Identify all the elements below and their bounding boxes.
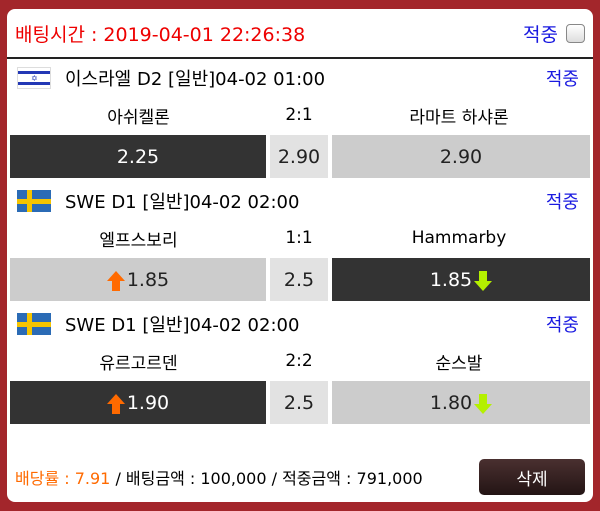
league-info: 이스라엘 D2 [일반]04-02 01:00: [65, 69, 326, 90]
match-status: 적중: [545, 192, 579, 213]
home-team: 유르고르덴: [99, 353, 178, 374]
odds-value: 2.5: [283, 268, 315, 291]
arrow-up-icon: [106, 270, 125, 291]
match-2: SWE D1 [일반]04-02 02:00 적중 엘프스보리 1:1 Hammarb…: [7, 184, 593, 301]
bet-slip-card: 배팅시간 : 2019-04-01 22:26:38 적중 ✡ 이스라엘 D2 […: [7, 9, 593, 502]
hit-label: 적중: [523, 23, 558, 46]
away-team: 라마트 하샤론: [409, 107, 509, 128]
odds-value: 1.80: [429, 391, 473, 414]
score: 2:2: [285, 351, 313, 371]
amounts: / 배팅금액 : 100,000 / 적중금액 : 791,000: [110, 469, 423, 488]
delete-button[interactable]: 삭제: [479, 459, 585, 495]
sweden-flag-icon: [17, 190, 51, 212]
home-odds[interactable]: 1.85: [10, 258, 266, 301]
away-team: Hammarby: [411, 228, 507, 248]
league-info: SWE D1 [일반]04-02 02:00: [65, 315, 300, 336]
bet-summary: 배당률 : 7.91 / 배팅금액 : 100,000 / 적중금액 : 791…: [15, 459, 585, 495]
arrow-down-icon: [474, 393, 493, 414]
odds-value: 1.90: [126, 391, 170, 414]
home-odds[interactable]: 1.90: [10, 381, 266, 424]
select-checkbox[interactable]: [566, 23, 585, 43]
draw-odds[interactable]: 2.5: [270, 381, 328, 424]
away-team: 순스발: [435, 353, 483, 374]
score: 2:1: [285, 105, 313, 125]
arrow-up-icon: [106, 393, 125, 414]
sweden-flag-icon: [17, 313, 51, 335]
away-odds[interactable]: 1.85: [332, 258, 590, 301]
arrow-down-icon: [474, 270, 493, 291]
total-odds: 배당률 : 7.91: [15, 469, 111, 488]
bet-header: 배팅시간 : 2019-04-01 22:26:38 적중: [7, 9, 593, 59]
home-team: 엘프스보리: [99, 230, 178, 251]
match-status: 적중: [545, 69, 579, 90]
match-status: 적중: [545, 315, 579, 336]
draw-odds[interactable]: 2.90: [270, 135, 328, 178]
odds-value: 1.85: [126, 268, 170, 291]
odds-value: 2.90: [439, 145, 483, 168]
league-info: SWE D1 [일반]04-02 02:00: [65, 192, 300, 213]
bet-time: 배팅시간 : 2019-04-01 22:26:38: [15, 23, 306, 46]
away-odds[interactable]: 1.80: [332, 381, 590, 424]
odds-value: 2.90: [277, 145, 321, 168]
israel-flag-icon: ✡: [17, 67, 51, 89]
draw-odds[interactable]: 2.5: [270, 258, 328, 301]
home-odds[interactable]: 2.25: [10, 135, 266, 178]
match-3: SWE D1 [일반]04-02 02:00 적중 유르고르덴 2:2 순스발 1.9…: [7, 307, 593, 424]
match-1: ✡ 이스라엘 D2 [일반]04-02 01:00 적중 아쉬켈론 2:1 라마트 하샤…: [7, 61, 593, 178]
odds-value: 1.85: [429, 268, 473, 291]
odds-value: 2.25: [116, 145, 160, 168]
home-team: 아쉬켈론: [107, 107, 170, 128]
away-odds[interactable]: 2.90: [332, 135, 590, 178]
odds-value: 2.5: [283, 391, 315, 414]
score: 1:1: [285, 228, 313, 248]
